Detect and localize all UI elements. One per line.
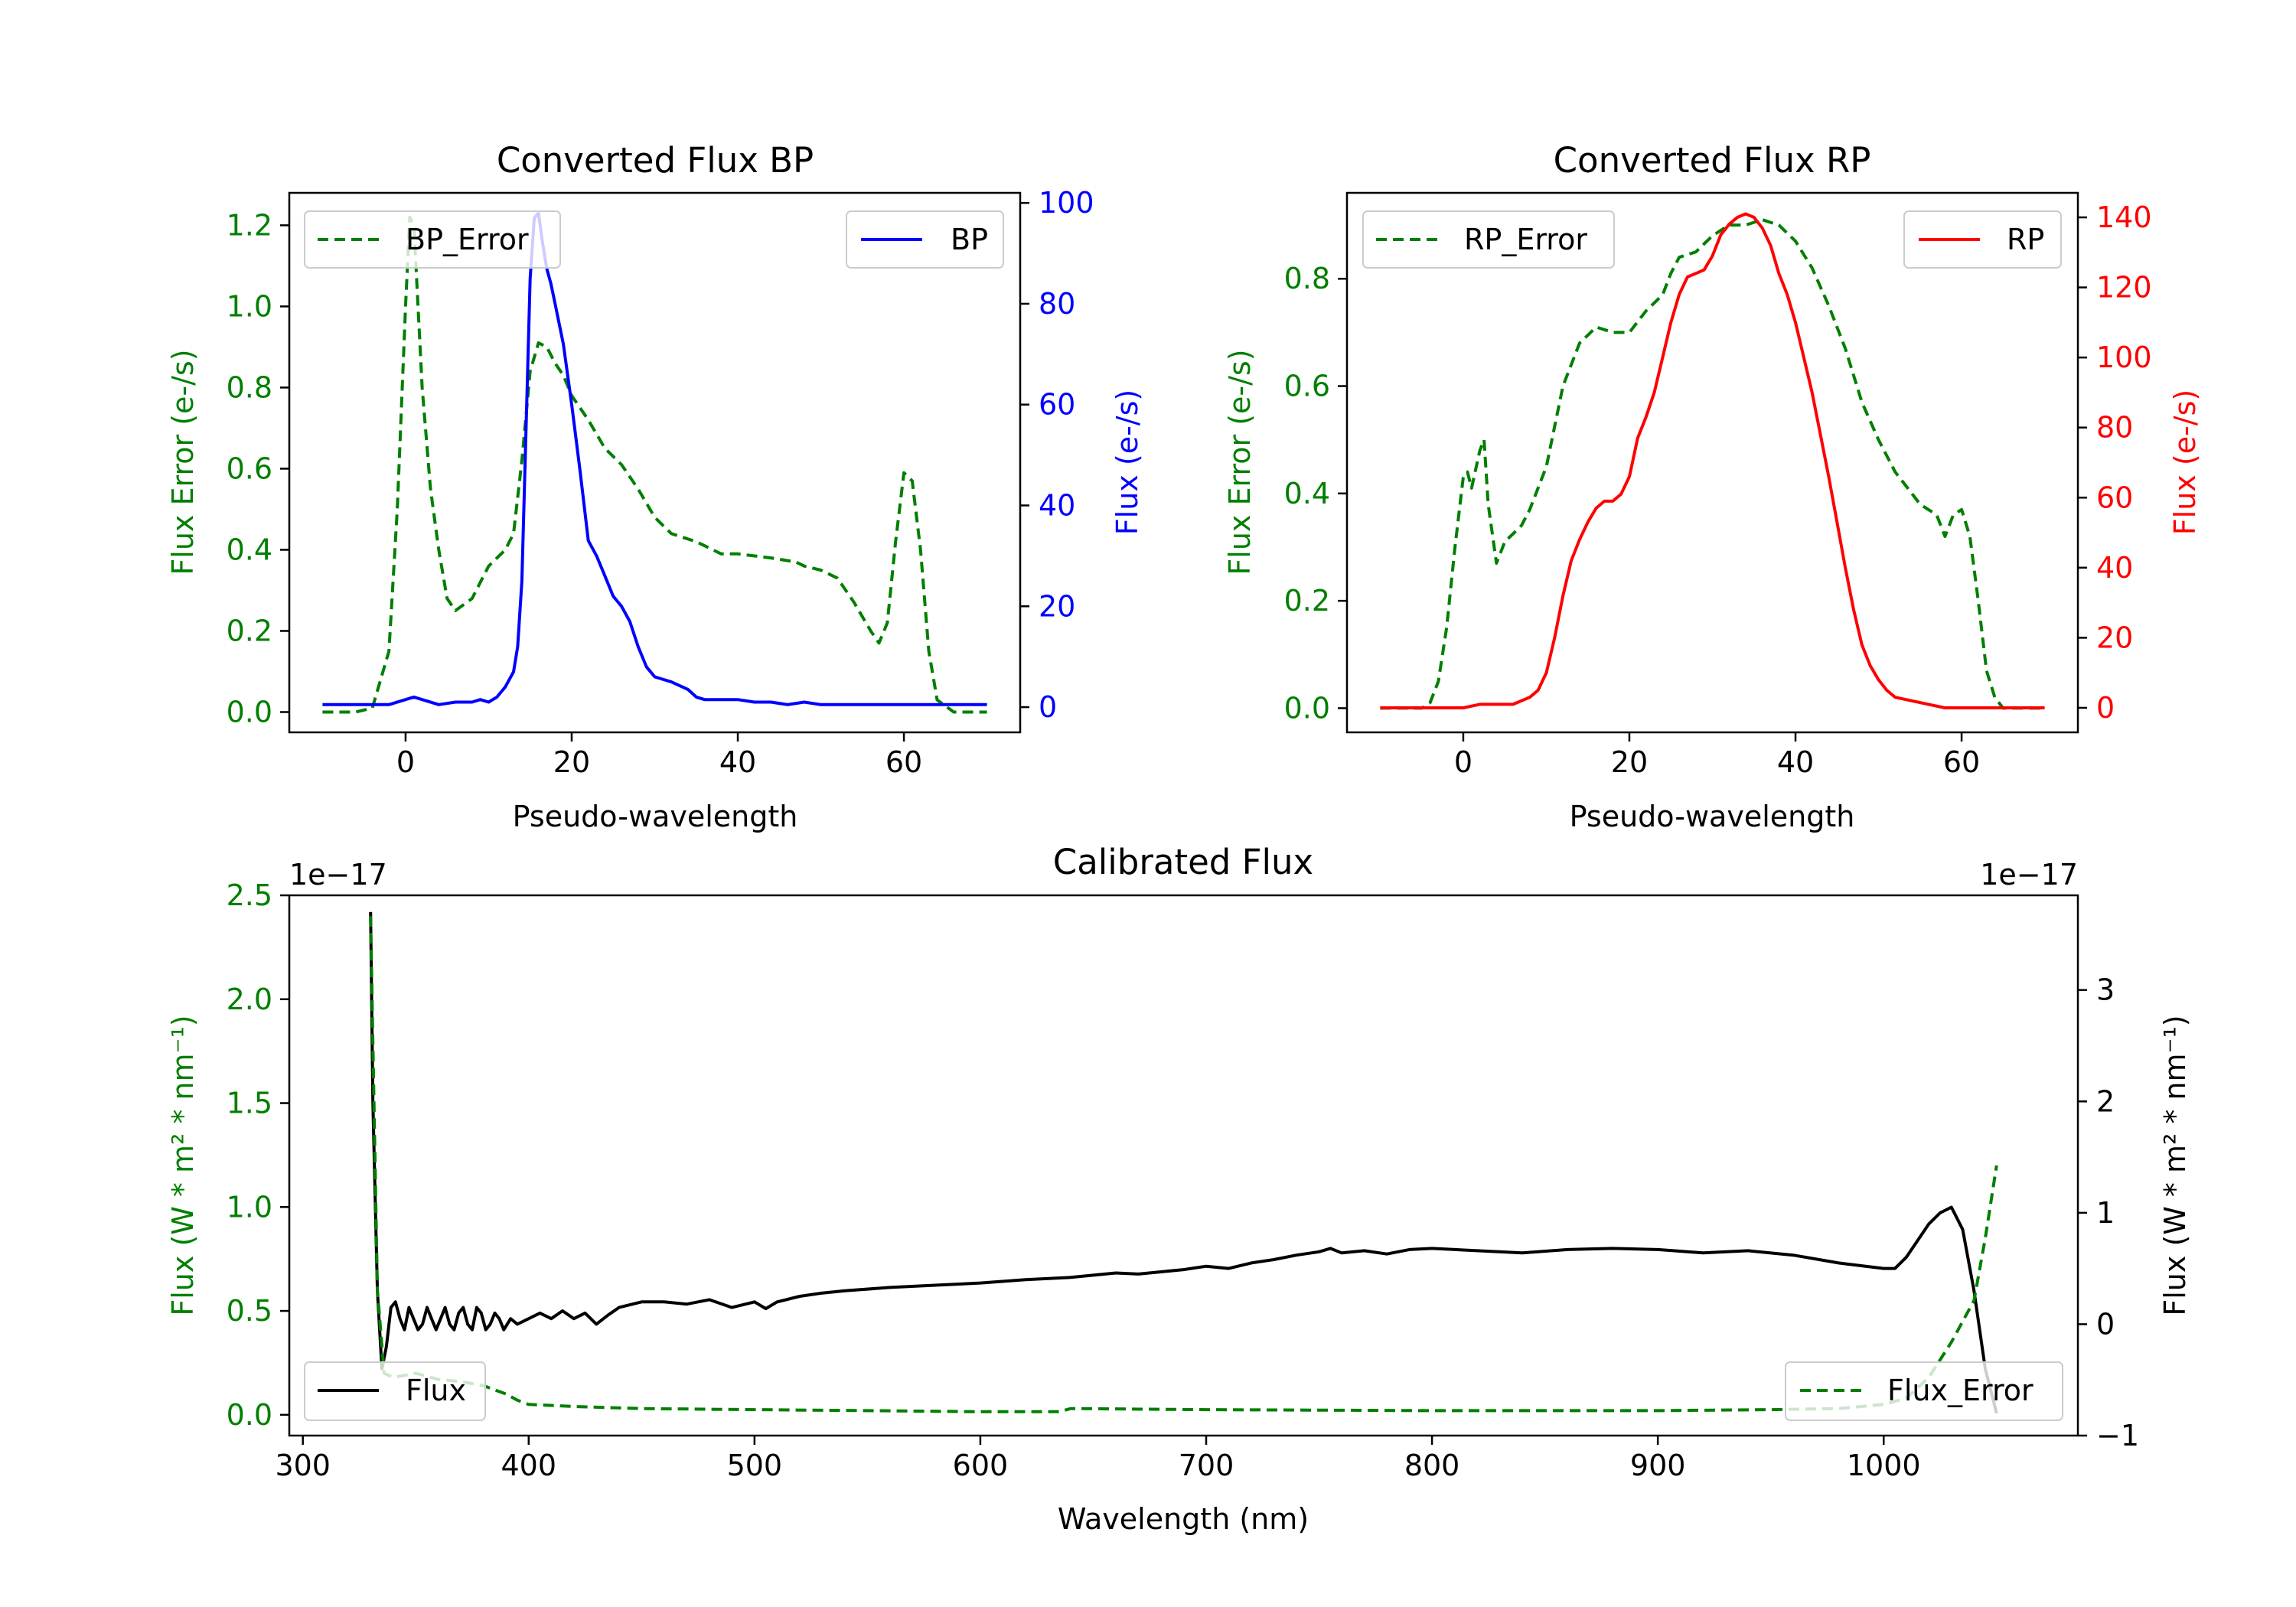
right-axis-label: Flux (e-/s) <box>2168 390 2202 535</box>
legend-rp: RP <box>2007 223 2044 256</box>
right-tick-label: 120 <box>2096 271 2152 305</box>
left-tick-label: 0.0 <box>227 695 272 729</box>
left-tick-label: 0.0 <box>1284 691 1330 725</box>
x-tick-label: 300 <box>275 1449 331 1482</box>
x-tick-label: 60 <box>885 745 922 779</box>
right-tick-label: 80 <box>2096 411 2133 445</box>
chart-calibrated: Calibrated Flux Wavelength (nm) Flux (W … <box>166 842 2192 1536</box>
legend-bp: BP <box>951 223 988 256</box>
right-tick-label: 60 <box>2096 481 2133 514</box>
chart-bp: Converted Flux BP Pseudo-wavelength Flux… <box>166 140 1144 833</box>
x-tick-label: 40 <box>719 745 756 779</box>
legend-flux-error: Flux_Error <box>1887 1374 2033 1407</box>
left-tick-label: 0.6 <box>227 451 272 485</box>
right-tick-label: 0 <box>2096 1307 2115 1341</box>
x-tick-label: 400 <box>501 1449 557 1482</box>
left-axis-label: Flux Error (e-/s) <box>166 349 200 575</box>
right-tick-label: 80 <box>1039 287 1075 321</box>
left-tick-label: 1.5 <box>227 1087 272 1120</box>
x-tick-label: 800 <box>1404 1449 1460 1482</box>
right-tick-label: 2 <box>2096 1084 2115 1118</box>
right-tick-label: 40 <box>1039 489 1075 523</box>
left-tick-label: 1.2 <box>227 208 272 242</box>
right-tick-label: 100 <box>2096 341 2152 374</box>
right-tick-label: 140 <box>2096 200 2152 234</box>
right-tick-label: −1 <box>2096 1419 2139 1452</box>
x-tick-label: 1000 <box>1847 1449 1921 1482</box>
left-tick-label: 0.2 <box>227 614 272 647</box>
x-axis-label: Pseudo-wavelength <box>1570 800 1855 833</box>
x-tick-label: 900 <box>1630 1449 1686 1482</box>
series-line-flux-error <box>369 916 1998 1413</box>
left-offset-text: 1e−17 <box>289 858 387 892</box>
legend-right: Flux_Error <box>1785 1361 2063 1421</box>
right-offset-text: 1e−17 <box>1980 858 2078 892</box>
chart-title: Converted Flux RP <box>1554 140 1871 181</box>
plot-frame <box>288 894 2079 1437</box>
right-tick-label: 3 <box>2096 973 2115 1007</box>
chart-rp: Converted Flux RP Pseudo-wavelength Flux… <box>1223 140 2202 833</box>
legend-right: RP <box>1903 210 2062 269</box>
legend-right: BP <box>846 210 1004 269</box>
right-tick-label: 1 <box>2096 1196 2115 1230</box>
x-axis-label: Pseudo-wavelength <box>513 800 798 833</box>
legend-flux: Flux <box>406 1374 466 1407</box>
right-tick-label: 0 <box>1039 690 1057 724</box>
x-tick-label: 0 <box>1454 745 1473 779</box>
left-tick-label: 1.0 <box>227 289 272 323</box>
x-tick-label: 60 <box>1943 745 1980 779</box>
left-tick-label: 0.2 <box>1284 584 1330 618</box>
right-axis-label: Flux (W * m² * nm⁻¹) <box>2158 1015 2192 1315</box>
x-axis-label: Wavelength (nm) <box>1058 1502 1309 1536</box>
left-tick-label: 1.0 <box>227 1190 272 1224</box>
right-tick-label: 0 <box>2096 691 2115 725</box>
chart-title: Converted Flux BP <box>497 140 814 181</box>
x-tick-label: 0 <box>396 745 415 779</box>
left-tick-label: 0.4 <box>1284 477 1330 510</box>
series-line-rp <box>1380 212 2045 709</box>
left-tick-label: 0.0 <box>227 1398 272 1432</box>
legend-left: BP_Error <box>304 210 561 269</box>
series-line-flux <box>369 911 1998 1414</box>
x-tick-label: 500 <box>727 1449 783 1482</box>
x-tick-label: 20 <box>553 745 590 779</box>
right-tick-label: 60 <box>1039 388 1075 422</box>
series-line-bp <box>322 211 987 706</box>
x-tick-label: 600 <box>953 1449 1009 1482</box>
right-tick-label: 20 <box>2096 621 2133 654</box>
right-tick-label: 20 <box>1039 589 1075 623</box>
left-tick-label: 0.8 <box>227 370 272 404</box>
plot-frame <box>288 191 1022 734</box>
legend-left: Flux <box>304 1361 486 1421</box>
series-line-bp-error <box>322 215 987 714</box>
x-tick-label: 40 <box>1777 745 1814 779</box>
left-tick-label: 2.5 <box>227 878 272 912</box>
plot-frame <box>1345 191 2079 734</box>
right-tick-label: 40 <box>2096 551 2133 585</box>
right-axis-label: Flux (e-/s) <box>1110 390 1144 535</box>
left-tick-label: 0.8 <box>1284 262 1330 295</box>
legend-bp-error: BP_Error <box>406 223 529 256</box>
legend-left: RP_Error <box>1362 210 1615 269</box>
x-tick-label: 20 <box>1611 745 1648 779</box>
left-tick-label: 0.4 <box>227 533 272 566</box>
left-tick-label: 0.5 <box>227 1294 272 1328</box>
right-tick-label: 100 <box>1039 186 1094 220</box>
left-axis-label: Flux (W * m² * nm⁻¹) <box>166 1015 200 1315</box>
left-tick-label: 0.6 <box>1284 370 1330 403</box>
left-axis-label: Flux Error (e-/s) <box>1223 349 1257 575</box>
chart-title: Calibrated Flux <box>1053 842 1313 882</box>
left-tick-label: 2.0 <box>227 983 272 1016</box>
legend-rp-error: RP_Error <box>1464 223 1587 256</box>
series-line-rp-error <box>1380 218 2045 710</box>
x-tick-label: 700 <box>1179 1449 1234 1482</box>
